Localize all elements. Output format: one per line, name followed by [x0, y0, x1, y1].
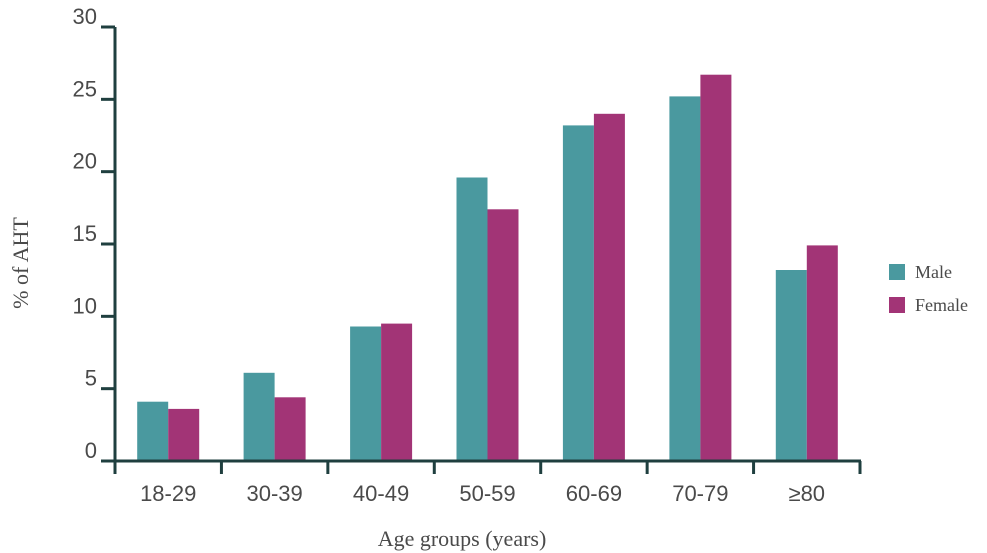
- x-tick-label: 70-79: [672, 481, 728, 506]
- bar-male-40-49: [350, 326, 382, 461]
- bar-female-60-69: [593, 113, 625, 462]
- y-tick-label: 15: [73, 221, 97, 246]
- bar-female-40-49: [381, 323, 413, 461]
- bar-female-70-79: [700, 74, 732, 461]
- legend-swatch-male: [889, 264, 905, 280]
- x-tick-label: 40-49: [353, 481, 409, 506]
- x-tick-label: ≥80: [789, 481, 826, 506]
- bar-female-≥80: [806, 245, 838, 461]
- legend-swatch-female: [889, 297, 905, 313]
- bar-female-50-59: [487, 209, 519, 461]
- y-tick-label: 0: [85, 438, 97, 463]
- y-tick-label: 20: [73, 149, 97, 174]
- legend-label-male: Male: [915, 262, 952, 282]
- bar-female-18-29: [168, 408, 200, 461]
- x-tick-label: 30-39: [247, 481, 303, 506]
- y-ticks-group: 0 5 10 15 20 25 30: [73, 4, 115, 463]
- y-tick-label: 30: [73, 4, 97, 29]
- bar-male-30-39: [243, 372, 275, 461]
- bar-male-70-79: [669, 96, 701, 462]
- x-axis-title: Age groups (years): [378, 526, 547, 551]
- bar-male-≥80: [775, 270, 807, 461]
- y-tick-label: 10: [73, 293, 97, 318]
- bars-group: [137, 74, 838, 462]
- x-ticks-group: 18-29 30-39 40-49 50-59 60-69 70-79 ≥80: [113, 461, 862, 506]
- y-tick-label: 25: [73, 76, 97, 101]
- bar-male-18-29: [137, 401, 169, 461]
- y-axis-title: % of AHT: [8, 217, 33, 309]
- x-tick-label: 18-29: [140, 481, 196, 506]
- x-tick-label: 60-69: [566, 481, 622, 506]
- legend: Male Female: [889, 262, 968, 315]
- bar-female-30-39: [274, 397, 306, 461]
- x-tick-label: 50-59: [459, 481, 515, 506]
- y-tick-label: 5: [85, 366, 97, 391]
- bar-male-60-69: [562, 125, 594, 462]
- bar-male-50-59: [456, 177, 488, 461]
- legend-label-female: Female: [915, 295, 968, 315]
